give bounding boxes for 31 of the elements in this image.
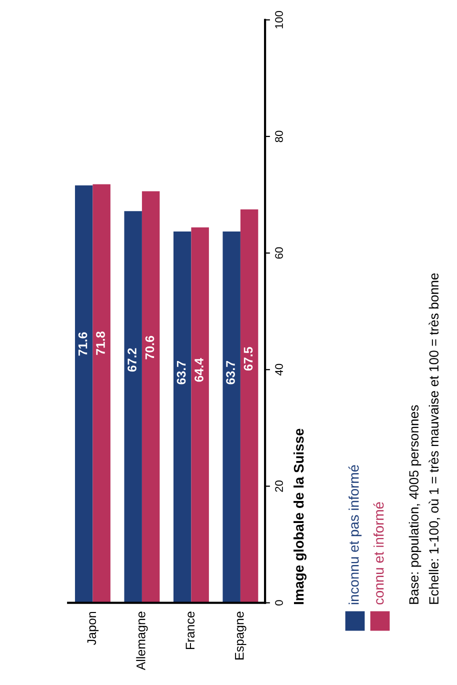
data-label: 64.4 <box>194 358 204 382</box>
y-tick-label: 40 <box>275 364 283 376</box>
y-tick-label: 80 <box>275 130 283 142</box>
text: connu et informé <box>373 502 384 604</box>
bar <box>191 227 209 603</box>
y-tick-label: 20 <box>275 480 283 492</box>
data-label: 67.2 <box>128 348 136 372</box>
y-tick-label: 100 <box>275 11 283 28</box>
data-label: 71.6 <box>78 332 88 356</box>
x-tick-label: France <box>186 612 195 650</box>
bar <box>74 185 93 603</box>
y-tick-label: 60 <box>275 247 283 259</box>
text: Base: population, 4005 personnes <box>408 405 422 604</box>
x-tick-label: Allemagne <box>136 612 148 670</box>
text: Echelle: 1-100, où 1 = très mauvaise et 100 = très bonne <box>428 273 440 604</box>
x-tick-label: Japon <box>87 612 99 645</box>
data-label: 63.7 <box>226 360 235 384</box>
text: inconnu et pas informé <box>348 465 362 604</box>
data-label: 67.5 <box>244 347 253 371</box>
bar <box>124 211 142 603</box>
data-label: 71.8 <box>96 332 105 355</box>
data-label: 63.7 <box>176 360 186 384</box>
bar <box>142 191 160 603</box>
bar <box>173 231 192 603</box>
bar <box>222 231 240 603</box>
y-tick-label: 0 <box>275 600 283 606</box>
bar <box>92 184 110 603</box>
data-label: 70.6 <box>145 336 154 360</box>
text: Image globale de la Suisse <box>293 428 307 604</box>
bar <box>240 209 258 603</box>
x-tick-label: Espagne <box>235 612 246 660</box>
